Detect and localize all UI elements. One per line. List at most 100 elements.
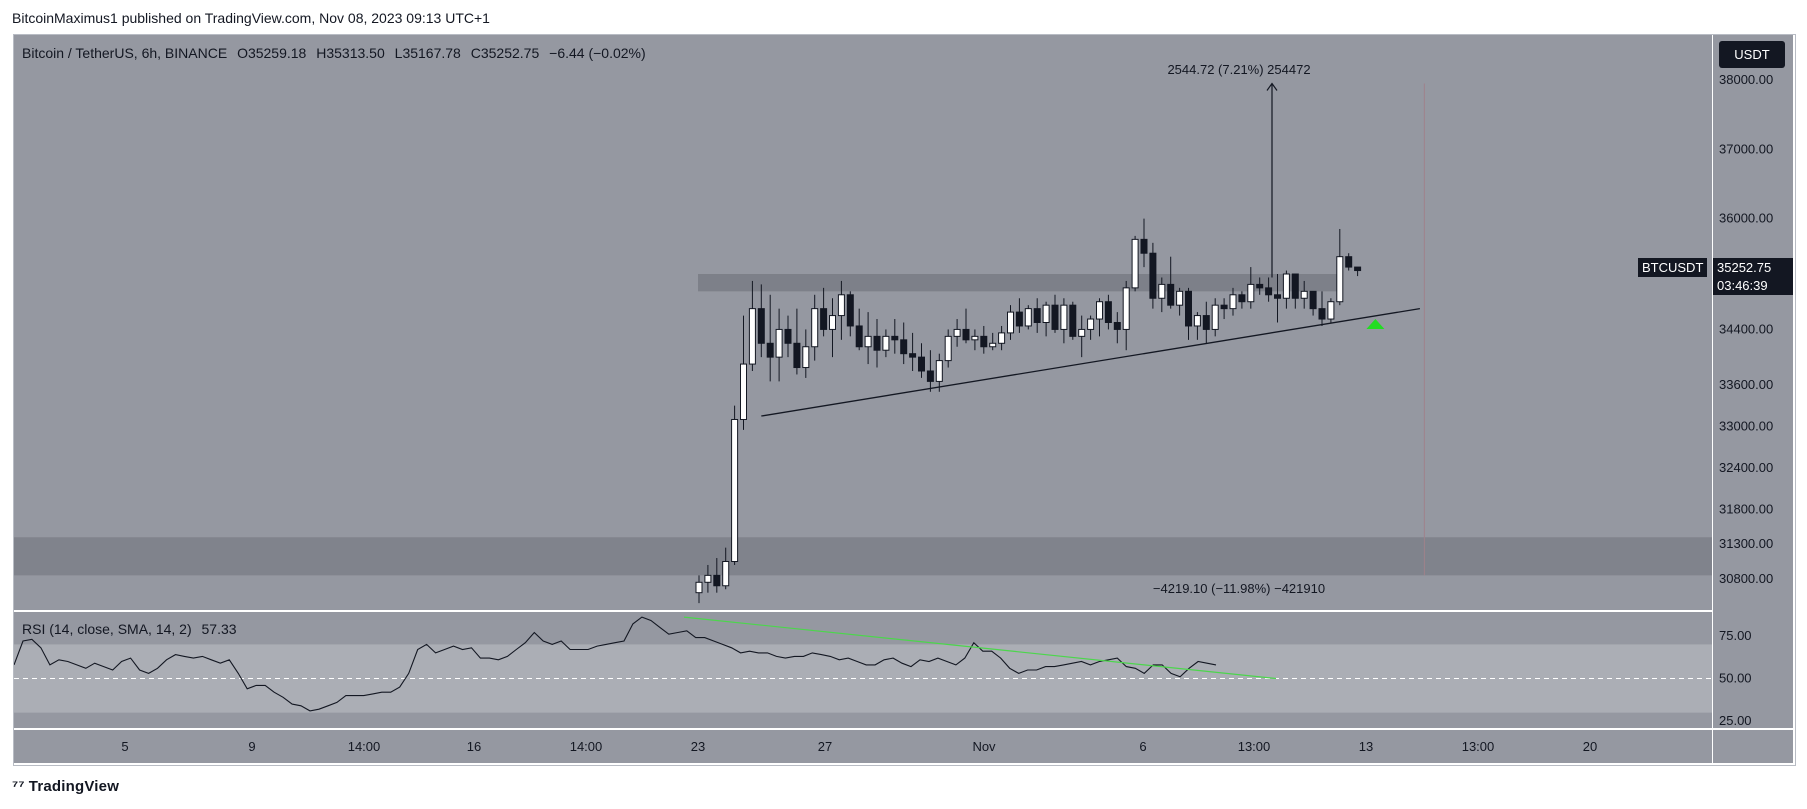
candle-body (811, 308, 819, 348)
candle-body (793, 342, 801, 369)
candle-body (829, 315, 836, 330)
candle-body (926, 370, 934, 382)
candle-body (1131, 238, 1139, 289)
candle-body (695, 581, 703, 594)
measure-arrow-head (1266, 82, 1278, 91)
symbol-title: Bitcoin / TetherUS, 6h, BINANCE (22, 45, 228, 61)
candle-body (740, 363, 747, 420)
upper-measure-label: 2544.72 (7.21%) 254472 (1167, 62, 1310, 77)
candle-body (1309, 290, 1317, 310)
tradingview-logo[interactable]: ⁷⁷ TradingView (12, 778, 119, 795)
candle-body (1327, 301, 1335, 320)
ohlc-close: C35252.75 (470, 45, 540, 61)
ticker-tag: BTCUSDT (1638, 258, 1708, 277)
time-tick-label: 6 (1139, 739, 1146, 754)
ohlc-high: H35313.50 (316, 45, 385, 61)
time-tick-label: 20 (1583, 739, 1597, 754)
candle-body (873, 335, 881, 351)
candle-body (1211, 304, 1219, 330)
candle-body (944, 335, 952, 362)
support-zone (14, 537, 1712, 576)
time-axis[interactable]: 5 9 14:00 16 14:00 23 27 Nov 6 13:00 13 13:00 20 (14, 730, 1712, 763)
candle-body (998, 332, 1006, 344)
candle-body (1282, 273, 1290, 299)
price-tick-label: 32400.00 (1719, 460, 1773, 475)
time-tick-label: 13:00 (1462, 739, 1495, 754)
candle-body (1078, 328, 1086, 337)
candle-body (935, 360, 943, 382)
candle-body (1069, 304, 1077, 337)
publisher-line: BitcoinMaximus1 published on TradingView… (12, 10, 490, 26)
time-tick-label: 14:00 (348, 739, 381, 754)
candle-body (1318, 308, 1326, 320)
ohlc-change: −6.44 (−0.02%) (549, 45, 646, 61)
candle-body (864, 335, 872, 348)
candle-body (882, 335, 890, 351)
candle-body (1122, 287, 1130, 330)
price-tick-label: 31800.00 (1719, 502, 1773, 517)
candle-body (1202, 315, 1210, 330)
candle-body (802, 346, 810, 369)
candle-body (766, 342, 774, 358)
time-tick-label: 27 (818, 739, 832, 754)
time-axis-svg: 5 9 14:00 16 14:00 23 27 Nov 6 13:00 13 13:00 20 (121, 739, 1597, 754)
rsi-pane[interactable] (14, 612, 1712, 728)
candle-body (1256, 283, 1264, 289)
candle-body (748, 308, 756, 365)
candle-body (1193, 315, 1201, 327)
symbol-legend: Bitcoin / TetherUS, 6h, BINANCE O35259.1… (22, 45, 646, 61)
time-tick-label: 13 (1359, 739, 1373, 754)
candle-body (1167, 283, 1175, 306)
candle-body (1024, 308, 1032, 327)
candle-body (1104, 301, 1112, 323)
candle-body (962, 328, 970, 341)
tradingview-logo-icon: ⁷⁷ (12, 778, 25, 795)
time-tick-label: Nov (972, 739, 996, 754)
price-tick-label: 37000.00 (1719, 141, 1773, 156)
candle-body (1015, 311, 1023, 327)
candle-body (1087, 318, 1095, 330)
currency-button[interactable]: USDT (1719, 41, 1785, 68)
rsi-title: RSI (14, close, SMA, 14, 2) (22, 621, 192, 637)
time-tick-label: 9 (248, 739, 255, 754)
price-tick-label: 38000.00 (1719, 72, 1773, 87)
candle-body (1185, 290, 1192, 327)
candle-body (1051, 304, 1059, 330)
ohlc-open: O35259.18 (237, 45, 307, 61)
candle-body (757, 308, 765, 344)
candle-body (855, 325, 863, 348)
resistance-zone (698, 274, 1343, 292)
rsi-divergence-line (683, 616, 1277, 680)
candle-body (891, 335, 899, 341)
candle-body (1247, 283, 1255, 303)
rsi-value: 57.33 (201, 621, 237, 637)
price-axis[interactable]: 38000.00 37000.00 36000.00 34400.00 33600.00… (1713, 35, 1793, 728)
candle-body (1336, 256, 1344, 303)
candle-body (1042, 304, 1050, 324)
candle-body (1033, 308, 1041, 324)
candle-body (731, 418, 739, 563)
price-tick-label: 30800.00 (1719, 571, 1773, 586)
candle-body (1176, 290, 1184, 306)
candle-body (1274, 294, 1281, 299)
price-pane[interactable]: 2544.72 (7.21%) 254472 −4219.10 (−11.98%)… (14, 35, 1712, 610)
price-tick-label: 34400.00 (1719, 321, 1773, 336)
candle-body (1149, 252, 1157, 299)
rsi-chart-svg (14, 616, 1712, 713)
ohlc-low: L35167.78 (394, 45, 461, 61)
candle-body (1354, 266, 1362, 272)
price-tick-label: 36000.00 (1719, 211, 1773, 226)
price-axis-svg: 38000.00 37000.00 36000.00 34400.00 33600.00… (1719, 72, 1773, 728)
rsi-line (14, 616, 1217, 712)
candle-body (989, 342, 997, 348)
time-tick-label: 5 (121, 739, 128, 754)
axis-corner (1713, 730, 1793, 763)
candle-body (1140, 238, 1148, 254)
ascending-support-line (761, 308, 1421, 417)
candle-body (900, 339, 908, 355)
candle-body (837, 294, 845, 317)
price-tick-label: 31300.00 (1719, 536, 1773, 551)
price-chart-svg: 2544.72 (7.21%) 254472 −4219.10 (−11.98%)… (14, 62, 1712, 604)
candle-body (1220, 304, 1228, 310)
candle-body (1229, 294, 1237, 310)
